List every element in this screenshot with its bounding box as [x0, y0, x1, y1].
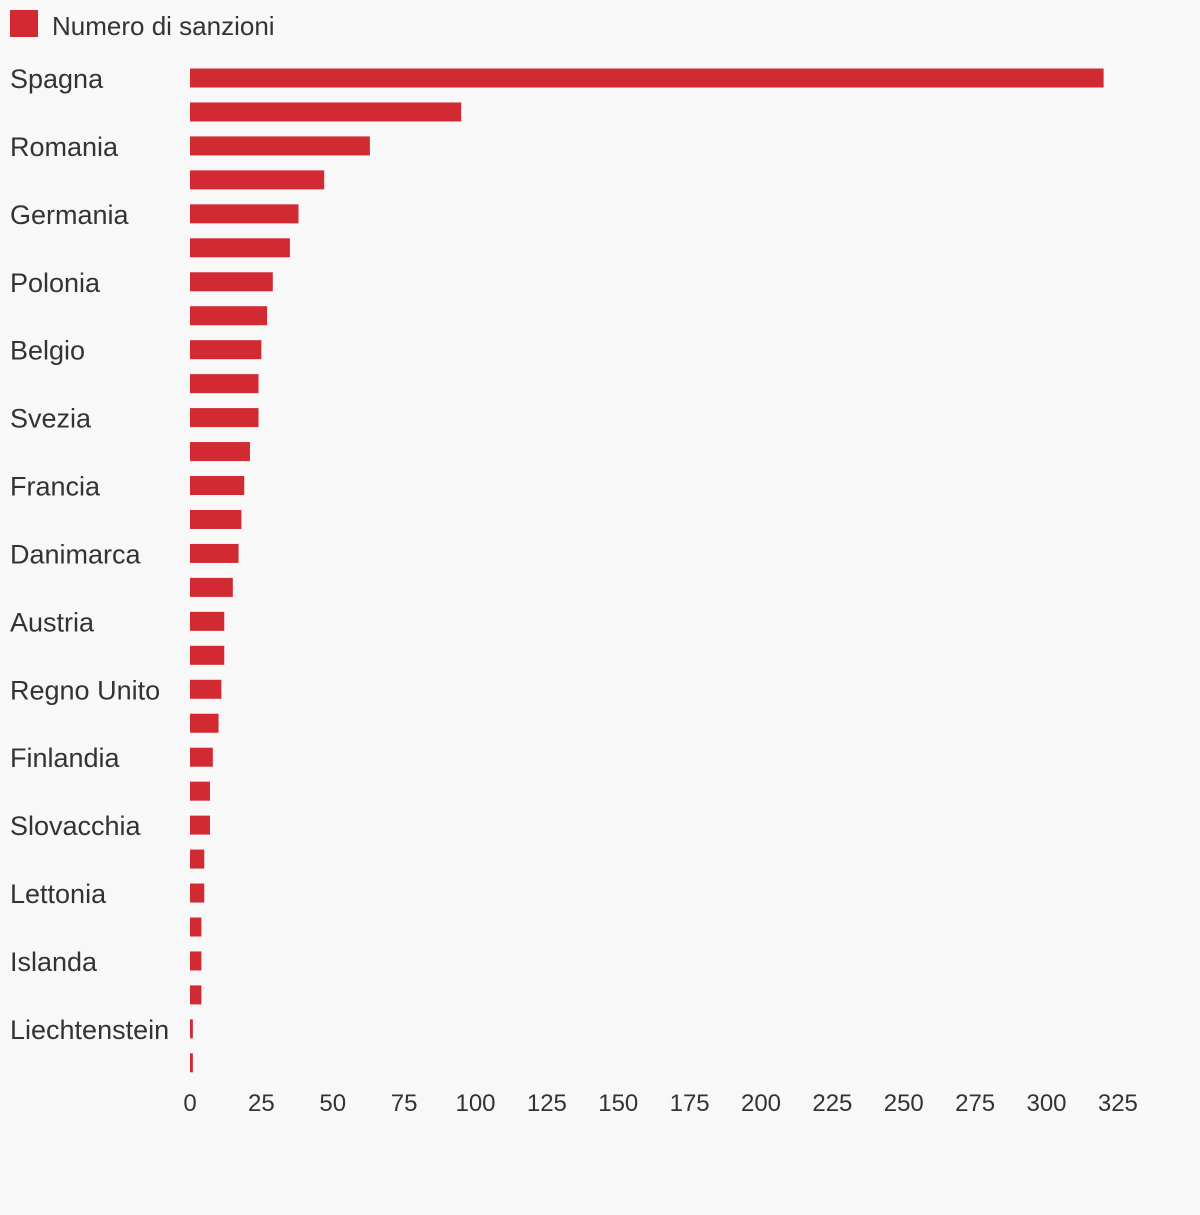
category-label: Liechtenstein: [10, 1015, 169, 1045]
bar: [190, 204, 299, 224]
category-label: Regno Unito: [10, 675, 160, 705]
legend-swatch: [10, 10, 38, 37]
bar: [190, 713, 219, 733]
x-tick-label: 325: [1098, 1090, 1138, 1117]
category-label: Belgio: [10, 336, 85, 366]
bar: [190, 611, 225, 631]
category-label: Romania: [10, 132, 119, 162]
x-tick-label: 175: [670, 1090, 710, 1117]
x-tick-label: 125: [527, 1090, 567, 1117]
bar: [190, 679, 222, 699]
legend-label: Numero di sanzioni: [52, 11, 275, 41]
category-label: Svezia: [10, 404, 92, 434]
x-tick-label: 250: [884, 1090, 924, 1117]
bars: [190, 68, 1104, 1073]
category-label: Islanda: [10, 947, 98, 977]
bar: [190, 238, 290, 258]
bar: [190, 1053, 193, 1073]
category-label: Lettonia: [10, 879, 107, 909]
bar: [190, 781, 210, 801]
bar: [190, 577, 233, 597]
category-label: Slovacchia: [10, 811, 142, 841]
category-label: Danimarca: [10, 539, 142, 569]
bar: [190, 645, 225, 665]
x-tick-label: 225: [812, 1090, 852, 1117]
x-tick-label: 0: [183, 1090, 196, 1117]
bar: [190, 509, 242, 529]
bar: [190, 849, 205, 869]
bar: [190, 68, 1104, 88]
legend: Numero di sanzioni: [10, 10, 275, 41]
bar: [190, 815, 210, 835]
bar: [190, 747, 213, 767]
bar: [190, 306, 268, 326]
category-labels: Spagna Romania Germania Polonia Belgio Svezia…: [10, 64, 169, 1045]
x-axis-ticks: 0 25 50 75 100 125 150 175 200 225 250 275 300 325: [183, 1090, 1138, 1117]
category-label: Polonia: [10, 268, 101, 298]
bar: [190, 340, 262, 360]
x-tick-label: 75: [391, 1090, 418, 1117]
bar: [190, 476, 245, 496]
bar: [190, 170, 325, 190]
bar: [190, 408, 259, 428]
bar: [190, 985, 202, 1005]
x-tick-label: 200: [741, 1090, 781, 1117]
bar: [190, 272, 273, 292]
bar: [190, 102, 462, 122]
category-label: Austria: [10, 607, 95, 637]
category-label: Finlandia: [10, 743, 121, 773]
x-tick-label: 25: [248, 1090, 275, 1117]
x-tick-label: 300: [1026, 1090, 1066, 1117]
category-label: Spagna: [10, 64, 104, 94]
x-tick-label: 50: [319, 1090, 346, 1117]
x-tick-label: 275: [955, 1090, 995, 1117]
x-tick-label: 150: [598, 1090, 638, 1117]
bar: [190, 442, 250, 462]
bar: [190, 374, 259, 394]
bar: [190, 917, 202, 937]
category-label: Francia: [10, 472, 101, 502]
bar: [190, 543, 239, 563]
bar: [190, 1019, 193, 1039]
x-tick-label: 100: [455, 1090, 495, 1117]
bar: [190, 883, 205, 903]
bar: [190, 136, 370, 156]
category-label: Germania: [10, 200, 130, 230]
bar: [190, 951, 202, 971]
